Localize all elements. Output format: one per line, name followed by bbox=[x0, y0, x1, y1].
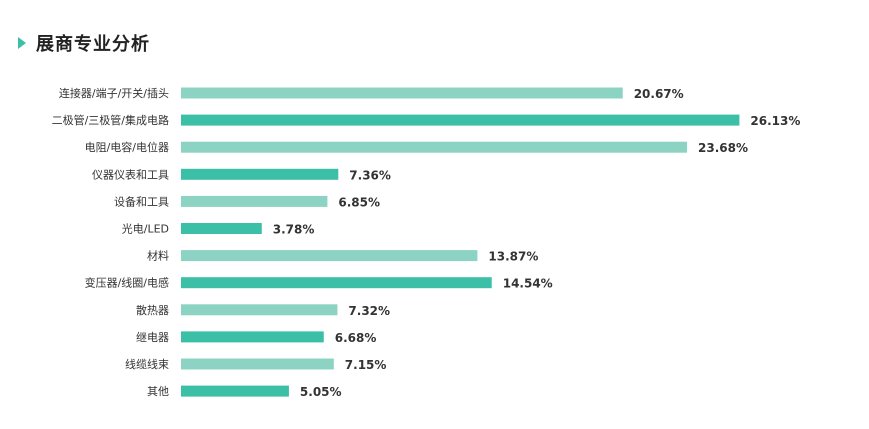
bar bbox=[181, 331, 324, 343]
bar bbox=[181, 277, 492, 289]
category-label: 其他 bbox=[147, 385, 169, 398]
value-label: 3.78% bbox=[273, 223, 315, 237]
category-label: 继电器 bbox=[136, 331, 169, 344]
value-label: 7.36% bbox=[349, 168, 391, 182]
category-label: 电阻/电容/电位器 bbox=[85, 140, 169, 154]
chart-header: 展商专业分析 bbox=[18, 30, 150, 56]
category-label: 光电/LED bbox=[122, 222, 169, 236]
category-label: 线缆线束 bbox=[125, 357, 169, 371]
bar bbox=[181, 223, 262, 234]
category-label: 材料 bbox=[147, 249, 169, 263]
category-label: 连接器/端子/开关/插头 bbox=[59, 86, 169, 100]
value-label: 14.54% bbox=[503, 277, 553, 291]
triangle-marker-icon bbox=[18, 37, 26, 49]
chart-title: 展商专业分析 bbox=[36, 34, 150, 55]
bar bbox=[181, 385, 289, 397]
value-label: 13.87% bbox=[488, 250, 538, 264]
bar bbox=[181, 304, 338, 316]
value-label: 5.05% bbox=[300, 385, 342, 399]
category-label: 变压器/线圈/电感 bbox=[85, 276, 169, 290]
bar bbox=[181, 250, 478, 262]
bar bbox=[181, 141, 688, 153]
value-label: 6.68% bbox=[335, 331, 377, 345]
bar bbox=[181, 168, 339, 180]
bar bbox=[181, 114, 740, 126]
value-label: 26.13% bbox=[750, 114, 800, 128]
category-label: 仪器仪表和工具 bbox=[92, 167, 169, 181]
value-label: 7.32% bbox=[348, 304, 390, 318]
category-label: 设备和工具 bbox=[114, 194, 169, 208]
bar bbox=[181, 358, 334, 370]
bar bbox=[181, 195, 328, 207]
value-label: 7.15% bbox=[345, 358, 387, 372]
category-label: 二极管/三极管/集成电路 bbox=[52, 113, 169, 127]
value-label: 23.68% bbox=[698, 141, 748, 155]
value-label: 20.67% bbox=[634, 87, 684, 101]
value-label: 6.85% bbox=[338, 195, 380, 209]
category-label: 散热器 bbox=[136, 303, 169, 317]
bar bbox=[181, 87, 623, 99]
